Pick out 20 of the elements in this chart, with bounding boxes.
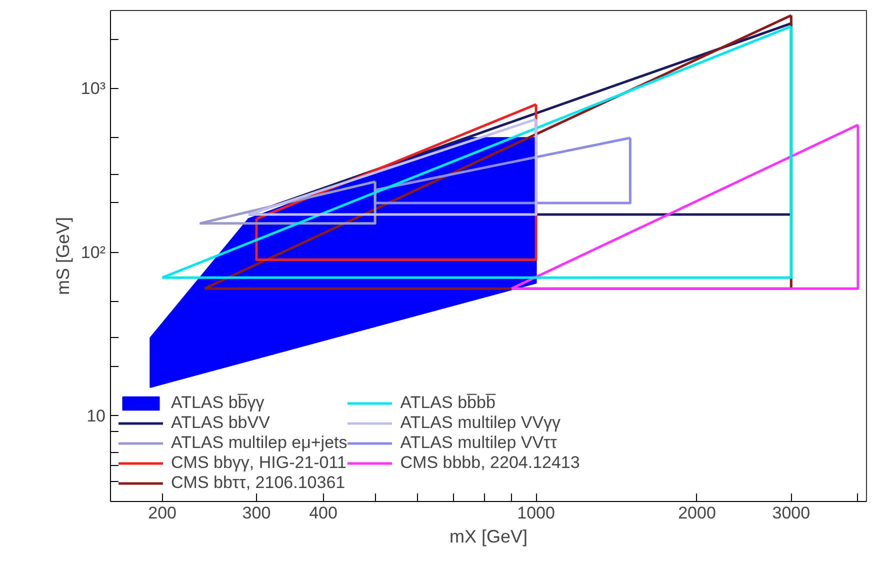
x-tick-label: 200 [148, 504, 177, 522]
x-tick-label: 400 [309, 504, 338, 522]
legend-label: ATLAS multilep VVττ [400, 433, 557, 453]
x-tick-label: 1000 [517, 504, 555, 522]
x-tick-label: 3000 [772, 504, 810, 522]
x-tick-label: 2000 [678, 504, 716, 522]
x-axis-title: mX [GeV] [449, 526, 528, 546]
legend-label: CMS bbττ, 2106.10361 [171, 473, 346, 493]
legend-label: ATLAS bb̅bb̅ [400, 393, 496, 413]
y-tick-label: 10 [86, 406, 106, 426]
legend-label: CMS bbbb, 2204.12413 [400, 453, 580, 473]
y-axis-title: mS [GeV] [52, 216, 73, 296]
legend-label: ATLAS multilep VVγγ [400, 413, 561, 433]
y-tick-label: 10² [80, 242, 106, 262]
x-tick-label: 300 [242, 504, 271, 522]
legend-label: ATLAS bbVV [171, 413, 270, 433]
legend-label: ATLAS bb̅γγ [171, 393, 264, 413]
legend-label: ATLAS multilep eμ+jets [171, 433, 348, 453]
legend-label: CMS bbγγ, HIG-21-011 [171, 453, 346, 473]
y-tick-label: 10³ [80, 79, 106, 98]
